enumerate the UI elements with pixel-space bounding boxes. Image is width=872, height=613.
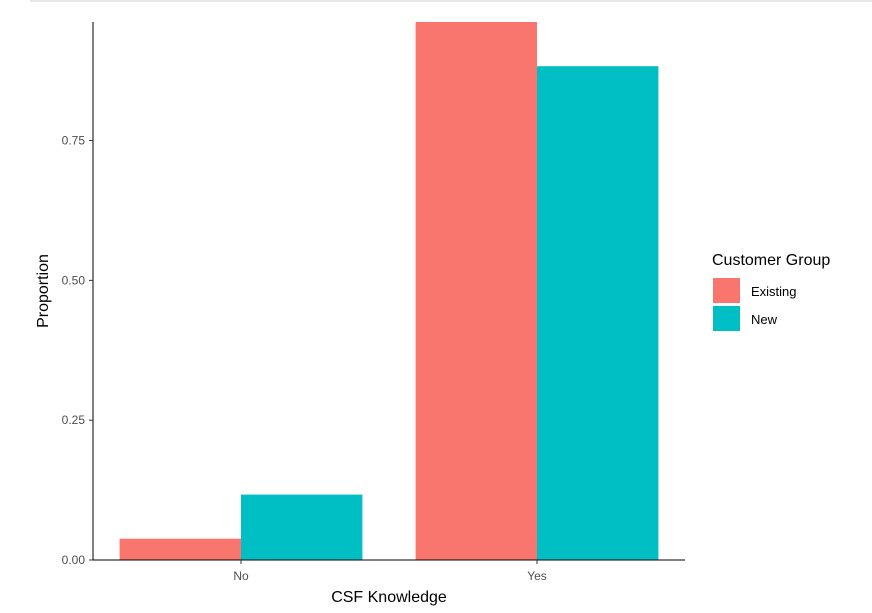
y-axis-title: Proportion <box>35 254 52 328</box>
legend: Customer Group Existing New <box>712 252 830 331</box>
legend-label-new: New <box>751 312 778 327</box>
x-ticks-group: No Yes <box>233 560 547 583</box>
bars-group <box>119 22 659 560</box>
y-tick-label: 0.50 <box>62 273 86 287</box>
bar-no-existing <box>119 538 241 560</box>
legend-label-existing: Existing <box>751 284 797 299</box>
bar-yes-existing <box>415 22 537 560</box>
axes-group <box>92 22 685 561</box>
legend-swatch-existing <box>713 278 740 303</box>
legend-swatch-new <box>713 306 740 331</box>
y-ticks-group: 0.00 0.25 0.50 0.75 <box>62 134 93 567</box>
y-tick-label: 0.00 <box>62 553 86 567</box>
x-tick-label: No <box>233 569 249 583</box>
top-border <box>30 0 872 2</box>
legend-title: Customer Group <box>712 252 830 269</box>
y-tick-label: 0.25 <box>62 413 86 427</box>
bar-no-new <box>241 494 363 560</box>
bar-yes-new <box>537 66 659 560</box>
x-tick-label: Yes <box>527 569 547 583</box>
y-tick-label: 0.75 <box>62 134 86 148</box>
x-axis-title: CSF Knowledge <box>331 589 447 606</box>
